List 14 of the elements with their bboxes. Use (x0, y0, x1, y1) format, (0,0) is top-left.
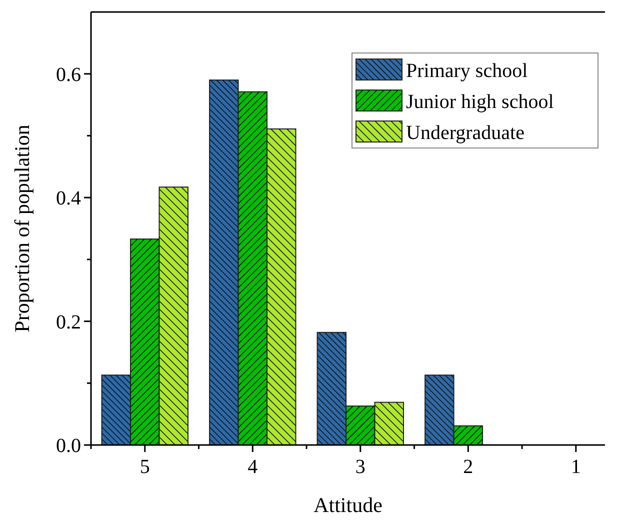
legend-label: Primary school (406, 60, 528, 82)
x-tick-label: 4 (248, 456, 258, 478)
y-tick-label: 0.4 (56, 188, 81, 210)
x-tick-label: 5 (140, 456, 150, 478)
x-tick-label: 2 (463, 456, 474, 478)
y-tick-label: 0.6 (56, 64, 81, 86)
y-axis-title: Proportion of population (10, 124, 34, 332)
y-tick-label: 0.2 (56, 311, 81, 334)
x-tick-label: 3 (355, 456, 366, 478)
legend-label: Undergraduate (406, 122, 525, 144)
legend-label: Junior high school (406, 91, 554, 113)
x-axis-title: Attitude (314, 493, 382, 517)
y-tick-label: 0.0 (56, 435, 81, 457)
x-tick-label: 1 (570, 456, 581, 478)
